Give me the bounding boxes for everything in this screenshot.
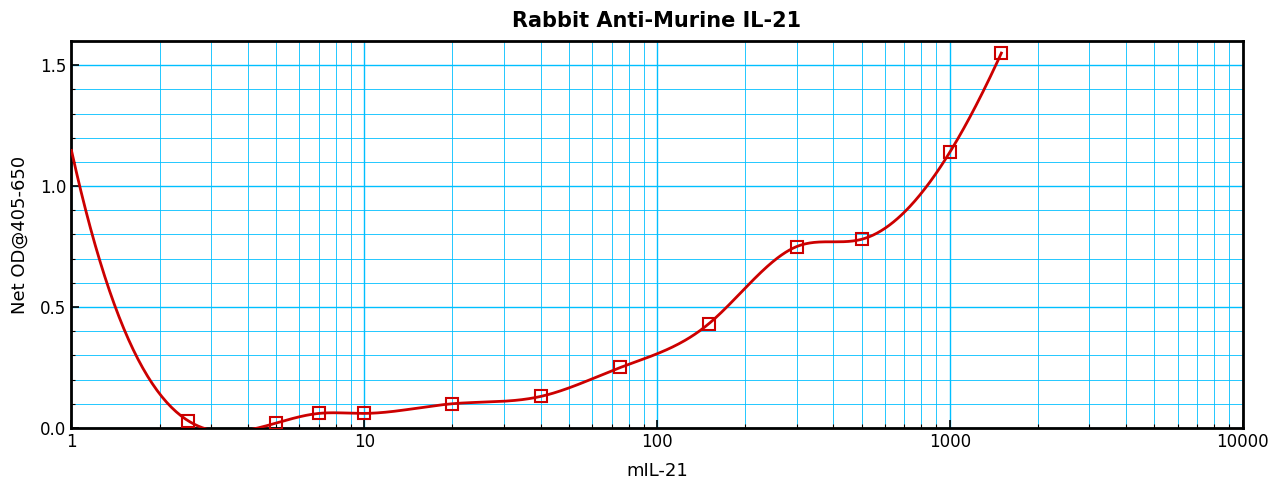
Y-axis label: Net OD@405-650: Net OD@405-650 xyxy=(12,155,29,314)
X-axis label: mIL-21: mIL-21 xyxy=(626,462,687,480)
Title: Rabbit Anti-Murine IL-21: Rabbit Anti-Murine IL-21 xyxy=(512,11,801,31)
